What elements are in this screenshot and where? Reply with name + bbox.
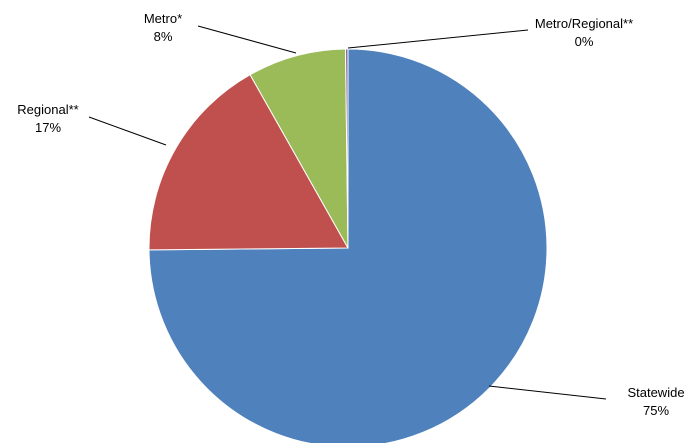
leader-line-metro-regional [347,29,529,49]
slice-regional [148,74,349,251]
slice-label-metro-value: 8% [154,29,173,44]
slice-label-metro-regional-value: 0% [575,34,594,49]
leader-lines [88,25,607,400]
pie-slices [148,48,548,443]
leader-line-metro [197,25,297,54]
slice-label-statewide-value: 75% [643,403,669,418]
slice-statewide [148,48,548,443]
slice-label-metro-name: Metro* [144,11,182,26]
slice-metro-regional [344,48,349,249]
slice-label-regional-name: Regional** [17,102,78,117]
slice-label-regional-value: 17% [35,120,61,135]
slice-label-statewide-name: Statewide [627,385,684,400]
leader-line-statewide [488,385,607,400]
slice-label-metro-regional-name: Metro/Regional** [535,16,633,31]
slice-metro [249,48,349,249]
leader-line-regional [88,116,167,146]
